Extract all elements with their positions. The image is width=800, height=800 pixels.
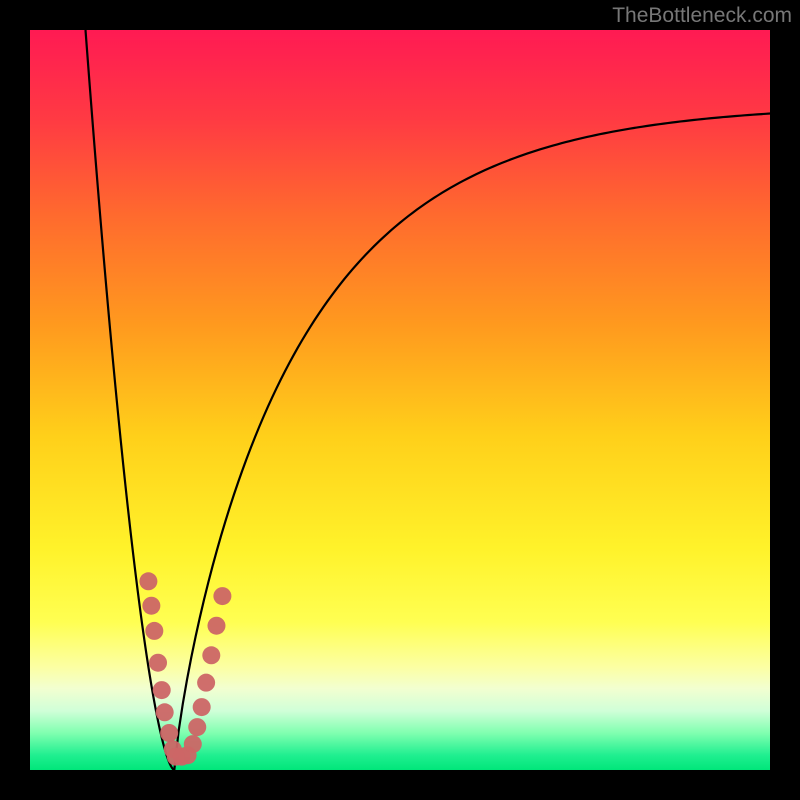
scatter-point [145,622,163,640]
scatter-point [197,674,215,692]
scatter-point [153,681,171,699]
scatter-point [188,718,206,736]
scatter-point [139,572,157,590]
scatter-point [184,735,202,753]
scatter-point [193,698,211,716]
scatter-point [213,587,231,605]
scatter-point [142,597,160,615]
chart-root: TheBottleneck.com [0,0,800,800]
watermark-text: TheBottleneck.com [612,4,792,28]
plot-svg [30,30,770,770]
scatter-point [156,703,174,721]
plot-area [30,30,770,770]
gradient-background [30,30,770,770]
scatter-point [149,654,167,672]
scatter-point [160,724,178,742]
scatter-point [202,646,220,664]
scatter-point [207,617,225,635]
